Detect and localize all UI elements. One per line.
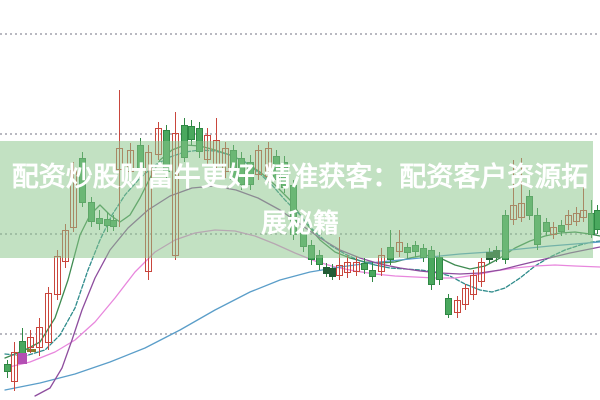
marker-dash <box>27 349 36 352</box>
ma-blue <box>4 241 600 391</box>
candle-up <box>462 288 469 305</box>
candle-down <box>361 263 368 270</box>
candle-down <box>436 257 443 280</box>
candle-wick <box>457 296 458 318</box>
candle-up <box>478 262 485 282</box>
candle-wick <box>347 255 348 278</box>
candle-up <box>353 262 360 272</box>
candle-down <box>369 270 376 277</box>
candle-wick <box>14 342 15 391</box>
candle-wick <box>39 318 40 356</box>
candle-up <box>54 256 61 295</box>
candle-up <box>11 352 18 382</box>
marker-flag <box>18 353 27 364</box>
candle-up <box>470 275 477 295</box>
candle-wick <box>356 256 357 276</box>
candle-wick <box>48 287 49 350</box>
candle-wick <box>481 258 482 287</box>
candle-up <box>336 265 343 276</box>
gridline <box>0 333 600 335</box>
headline-line-1: 配资炒股财富牛更好 精准获客：配资客户资源拓 <box>11 162 589 193</box>
candle-up <box>454 300 461 313</box>
candle-down <box>188 126 195 140</box>
headline: 配资炒股财富牛更好 精准获客：配资客户资源拓 展秘籍 <box>0 155 600 247</box>
candle-down <box>594 210 600 230</box>
candle-down <box>4 364 11 372</box>
candle-up <box>45 293 52 343</box>
candle-up <box>344 262 351 273</box>
candle-wick <box>473 270 474 300</box>
candle-dark <box>323 267 330 274</box>
candle-wick <box>30 330 31 353</box>
candle-wick <box>381 248 382 276</box>
gridline <box>0 33 600 35</box>
gridline <box>0 133 600 135</box>
candle-up <box>36 327 43 348</box>
candle-up <box>27 337 34 348</box>
candle-wick <box>465 284 466 310</box>
candle-wick <box>339 237 340 280</box>
candle-wick <box>57 250 58 300</box>
overlay-band <box>0 141 593 258</box>
candle-dark <box>329 268 336 277</box>
candle-down <box>445 298 452 315</box>
headline-line-2: 展秘籍 <box>260 209 339 239</box>
